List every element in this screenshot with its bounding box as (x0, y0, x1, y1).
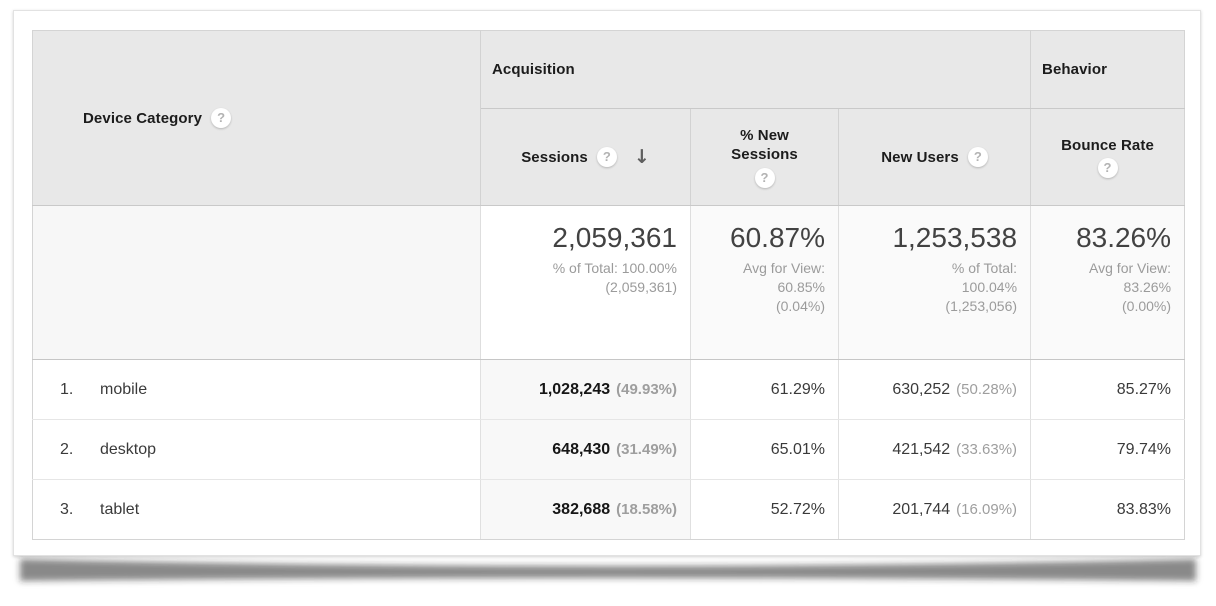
summary-bounce-rate-value: 83.26% (1076, 222, 1172, 253)
device-name: desktop (100, 440, 157, 458)
group-header-behavior: Behavior (1030, 30, 1185, 109)
column-header-sessions[interactable]: Sessions ? ↓ (480, 108, 691, 206)
summary-dimension-cell (32, 205, 481, 360)
column-header-new-sessions[interactable]: % New Sessions ? (690, 108, 839, 206)
help-icon[interactable]: ? (211, 108, 232, 128)
dimension-value-cell: 2. desktop (32, 419, 481, 480)
table-row: 1. mobile 1,028,243 (49.93%) 61.29% 630,25… (32, 359, 1185, 420)
dimension-value-cell: 1. mobile (32, 359, 481, 420)
group-header-row: Device Category ? Acquisition Behavior (32, 30, 1185, 206)
row-rank: 2. (60, 440, 74, 458)
help-icon[interactable]: ? (967, 147, 988, 167)
sessions-cell: 648,430 (31.49%) (480, 419, 691, 480)
row-rank: 3. (60, 500, 74, 518)
card-curl-shadow (20, 559, 1196, 581)
summary-bounce-rate-cell: 83.26% Avg for View: 83.26% (0.00%) (1030, 205, 1185, 360)
sessions-cell: 1,028,243 (49.93%) (480, 359, 691, 420)
sessions-cell: 382,688 (18.58%) (480, 479, 691, 540)
dimension-value-cell: 3. tablet (32, 479, 481, 540)
table-row: 3. tablet 382,688 (18.58%) 52.72% 201,744(… (32, 479, 1185, 540)
help-icon[interactable]: ? (754, 168, 775, 188)
new-users-cell: 421,542 (33.63%) (837, 419, 1031, 480)
column-header-new-users[interactable]: New Users ? (837, 108, 1031, 206)
analytics-report-table: Device Category ? Acquisition Behavior (32, 30, 1186, 540)
help-icon[interactable]: ? (1097, 157, 1118, 178)
summary-new-sessions-cell: 60.87% Avg for View: 60.85% (0.04%) (690, 205, 839, 360)
metric-header-row: Sessions ? ↓ % New Sessions ? New (33, 108, 1185, 206)
new-users-cell: 630,252 (50.28%) (837, 359, 1031, 420)
device-name: mobile (100, 380, 148, 398)
summary-sessions-cell: 2,059,361 % of Total: 100.00% (2,059,361… (480, 205, 691, 360)
bounce-rate-cell: 85.27% (1030, 359, 1185, 420)
sort-descending-icon[interactable]: ↓ (633, 146, 650, 168)
summary-row: 2,059,361 % of Total: 100.00% (2,059,361… (32, 205, 1185, 360)
screenshot-card: Device Category ? Acquisition Behavior (13, 10, 1201, 556)
bounce-rate-cell: 79.74% (1030, 419, 1185, 480)
summary-new-users-value: 1,253,538 (892, 222, 1018, 253)
dimension-header-label: Device Category (83, 109, 203, 127)
device-name: tablet (100, 500, 140, 518)
help-icon[interactable]: ? (596, 147, 617, 167)
new-sessions-cell: 65.01% (690, 419, 839, 480)
summary-new-users-cell: 1,253,538 % of Total: 100.04% (1,253,056… (837, 205, 1031, 360)
bounce-rate-cell: 83.83% (1030, 479, 1185, 540)
dimension-column-header[interactable]: Device Category ? (32, 30, 481, 206)
new-sessions-cell: 52.72% (690, 479, 839, 540)
summary-new-sessions-value: 60.87% (730, 222, 825, 253)
summary-sessions-value: 2,059,361 (552, 222, 677, 253)
row-rank: 1. (60, 380, 74, 398)
new-users-cell: 201,744 (16.09%) (837, 479, 1031, 540)
column-header-bounce-rate[interactable]: Bounce Rate ? (1030, 108, 1185, 206)
table-row: 2. desktop 648,430 (31.49%) 65.01% 421,542… (32, 419, 1185, 480)
new-sessions-cell: 61.29% (690, 359, 839, 420)
group-header-acquisition: Acquisition (480, 30, 1031, 109)
